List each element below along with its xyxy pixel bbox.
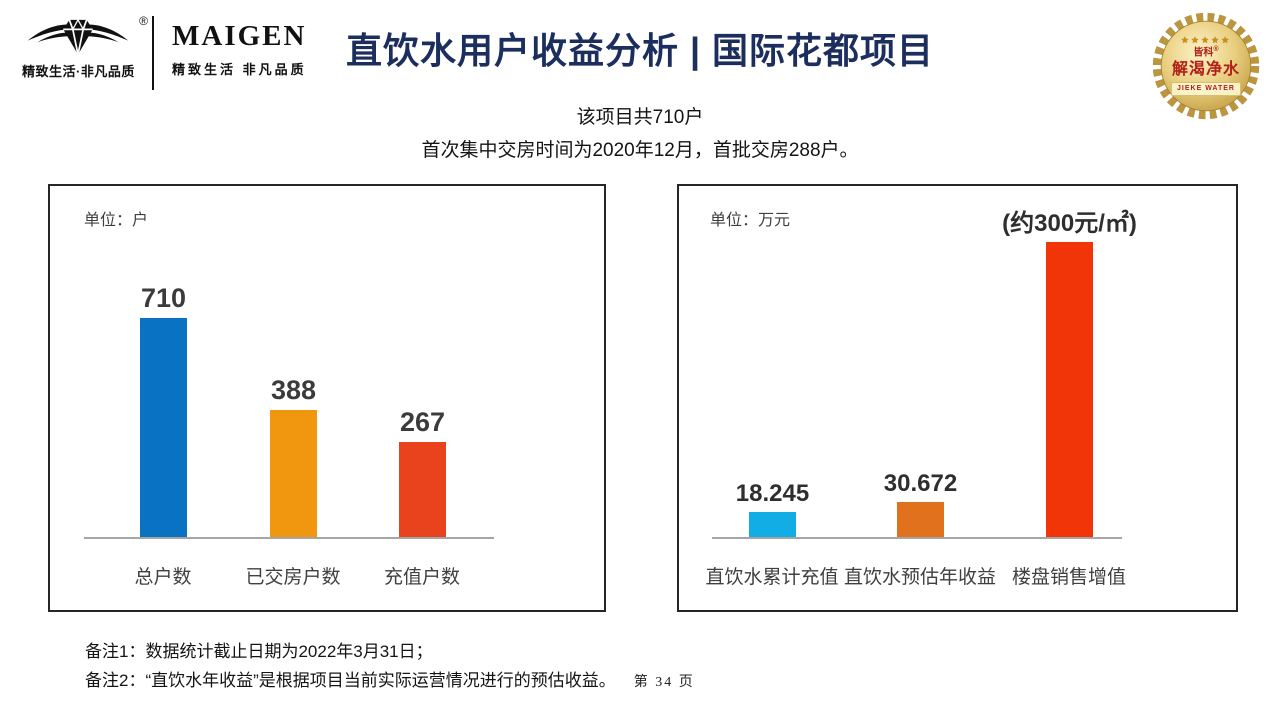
bar-value-label: 710 xyxy=(140,283,187,313)
bar-estimated-annual-revenue: 30.672 xyxy=(884,472,957,537)
bar-rect xyxy=(270,410,317,537)
subtitle-line2: 首次集中交房时间为2020年12月，首批交房288户。 xyxy=(421,140,859,161)
bar-annotation-label: (约300元/㎡) xyxy=(1002,210,1137,237)
bar-value-label: 388 xyxy=(270,375,317,405)
cap-slogan: 解渴净水 xyxy=(1171,61,1240,79)
bar-value-label: 30.672 xyxy=(883,470,958,497)
cap-brand: 皆科® xyxy=(1193,45,1219,59)
footnotes: 备注1：数据统计截止日期为2022年3月31日； 备注2：“直饮水年收益”是根据… xyxy=(85,637,695,697)
bar-recharged-households: 267 xyxy=(399,409,446,537)
bar-rect xyxy=(140,318,187,537)
page-title: 直饮水用户收益分析 | 国际花都项目 xyxy=(345,30,935,71)
bar-total-households: 710 xyxy=(140,285,187,537)
category-property-value-increase: 楼盘销售增值 xyxy=(1011,567,1126,588)
category-estimated-annual-revenue: 直饮水预估年收益 xyxy=(843,567,996,588)
unit-label-households: 单位：户 xyxy=(84,212,149,229)
footnote-2: 备注2：“直饮水年收益”是根据项目当前实际运营情况进行的预估收益。 xyxy=(85,671,616,690)
bar-delivered-households: 388 xyxy=(270,377,317,537)
chart-revenue: 单位：万元 18.245 30.672 (约300元/㎡) 直饮水累计充值 直饮… xyxy=(677,184,1238,612)
bottle-cap-content: ★★★★★ 皆科® 解渴净水 JIEKE WATER xyxy=(1150,10,1262,122)
subtitle-block: 该项目共710户 首次集中交房时间为2020年12月，首批交房288户。 xyxy=(0,101,1280,167)
brand-name: MAIGEN xyxy=(172,20,307,52)
category-cumulative-recharge: 直饮水累计充值 xyxy=(705,567,839,588)
bar-rect xyxy=(1046,242,1093,537)
diamond-wings-logo: ® 精致生活·非凡品质 xyxy=(22,12,148,80)
bar-rect xyxy=(399,442,446,537)
bar-rect xyxy=(749,512,796,537)
category-total-households: 总户数 xyxy=(134,567,192,588)
registered-mark: ® xyxy=(139,14,148,28)
bar-cumulative-recharge: 18.245 xyxy=(736,482,809,537)
cap-caption: JIEKE WATER xyxy=(1171,82,1241,97)
category-delivered-households: 已交房户数 xyxy=(245,567,341,588)
footnote-1: 备注1：数据统计截止日期为2022年3月31日； xyxy=(85,642,433,661)
diamond-wings-icon xyxy=(27,18,129,55)
bar-value-label: 18.245 xyxy=(735,480,810,507)
stars-icon: ★★★★★ xyxy=(1180,34,1232,45)
unit-label-revenue: 单位：万元 xyxy=(710,212,791,229)
x-axis-line xyxy=(84,537,494,539)
x-axis-line xyxy=(712,537,1122,539)
page-number: 第 34 页 xyxy=(633,675,695,690)
bar-rect xyxy=(897,502,944,537)
logo-tagline-right: 精致生活 非凡品质 xyxy=(172,62,307,77)
bottle-cap-logo: ★★★★★ 皆科® 解渴净水 JIEKE WATER xyxy=(1150,10,1262,122)
brand-name-block: MAIGEN 精致生活 非凡品质 xyxy=(172,12,307,78)
logo-tagline-left: 精致生活·非凡品质 xyxy=(22,64,135,79)
bar-value-label: 267 xyxy=(399,407,446,437)
category-recharged-households: 充值户数 xyxy=(383,567,460,588)
company-logo: ® 精致生活·非凡品质 MAIGEN 精致生活 非凡品质 xyxy=(22,12,307,90)
chart-households: 单位：户 710 388 267 总户数 已交房户数 充值户数 xyxy=(48,184,606,612)
footnote-2-row: 备注2：“直饮水年收益”是根据项目当前实际运营情况进行的预估收益。 第 34 页 xyxy=(85,666,695,697)
logo-divider xyxy=(152,16,154,90)
bar-property-value-increase: (约300元/㎡) xyxy=(1002,212,1137,537)
subtitle-line1: 该项目共710户 xyxy=(576,107,704,128)
